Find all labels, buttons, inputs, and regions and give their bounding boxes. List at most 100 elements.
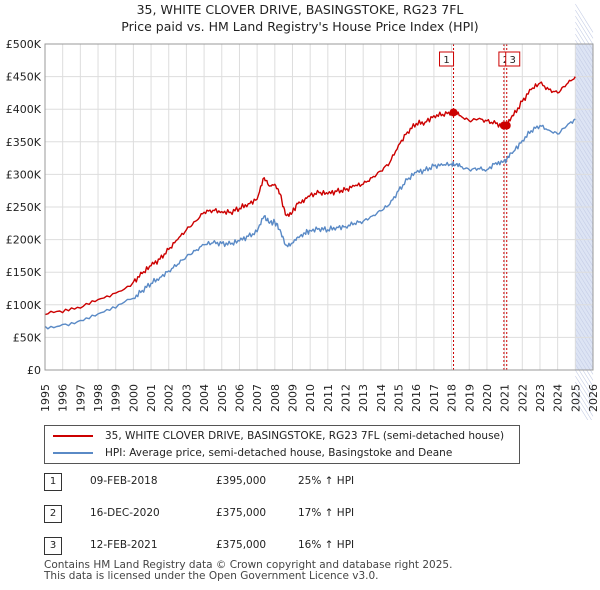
transaction-hpi: 25% ↑ HPI (298, 475, 355, 487)
x-tick-label: 2014 (375, 384, 388, 412)
hatch-line (575, 183, 594, 213)
hatch-line (575, 321, 594, 351)
hatch-line (575, 99, 594, 129)
hatch-line (575, 273, 594, 303)
transaction-price: £375,000 (216, 507, 267, 519)
legend-label-property: 35, WHITE CLOVER DRIVE, BASINGSTOKE, RG2… (105, 430, 505, 442)
hatch-line (575, 219, 594, 249)
hatch-line (575, 333, 594, 363)
property-price-line (44, 76, 576, 316)
hatch-line (575, 87, 594, 117)
hatch-line (575, 177, 594, 207)
hatch-line (575, 285, 594, 315)
label-box-number: 1 (443, 55, 449, 66)
hatch-line (575, 69, 594, 99)
hatch-line (575, 351, 594, 381)
x-tick-label: 2020 (481, 384, 494, 412)
legend-swatch-property (53, 435, 93, 437)
forecast-hatch (575, 3, 594, 420)
x-tick-label: 2015 (393, 384, 406, 412)
hatch-line (575, 75, 594, 105)
y-tick-label: £500K (6, 38, 42, 51)
y-tick-label: £0 (27, 364, 41, 377)
hatch-line (575, 387, 594, 417)
transaction-label-box: 3 (505, 51, 521, 67)
hatch-line (575, 39, 594, 69)
hatch-line (575, 147, 594, 177)
hatch-line (575, 399, 589, 420)
hatch-line (575, 15, 594, 45)
x-tick-label: 2017 (428, 384, 441, 412)
hatch-line (575, 393, 592, 420)
hatch-line (575, 243, 594, 273)
x-tick-label: 2001 (145, 384, 158, 412)
hatch-line (575, 303, 594, 333)
hatch-line (575, 291, 594, 321)
y-tick-label: £250K (6, 201, 42, 214)
hatch-line (575, 153, 594, 183)
hatch-line (575, 51, 594, 81)
hatch-line (575, 375, 594, 405)
x-tick-label: 2010 (304, 384, 317, 412)
x-tick-label: 2007 (251, 384, 264, 412)
transaction-date: 12-FEB-2021 (90, 539, 158, 551)
x-tick-label: 2008 (269, 384, 282, 412)
hatch-line (575, 129, 594, 159)
x-tick-label: 1997 (74, 384, 87, 412)
footer: Contains HM Land Registry data © Crown c… (44, 560, 452, 582)
x-tick-label: 2024 (552, 384, 565, 412)
price-chart: 123 £0£50K£100K£150K£200K£250K£300K£350K… (6, 3, 600, 420)
hatch-line (575, 123, 594, 153)
legend-swatch-hpi (53, 452, 93, 454)
transaction-number: 1 (44, 473, 62, 491)
hatch-line (575, 165, 594, 195)
y-tick-label: £50K (13, 331, 42, 344)
x-tick-label: 2018 (446, 384, 459, 412)
legend-label-hpi: HPI: Average price, semi-detached house,… (105, 447, 453, 459)
transaction-marker (449, 108, 458, 117)
hatch-line (575, 45, 594, 75)
x-tick-label: 2003 (180, 384, 193, 412)
y-tick-label: £300K (6, 168, 42, 181)
x-tick-label: 2016 (410, 384, 423, 412)
hatch-line (575, 255, 594, 285)
y-tick-label: £400K (6, 103, 42, 116)
hpi-line (44, 118, 576, 330)
hatch-line (575, 381, 594, 411)
hatch-line (575, 105, 594, 135)
transaction-number: 3 (44, 537, 62, 555)
hatch-line (575, 327, 594, 357)
hatch-line (575, 189, 594, 219)
x-tick-label: 2012 (340, 384, 353, 412)
hatch-line (575, 213, 594, 243)
x-tick-label: 1996 (57, 384, 70, 412)
footer-copyright: Contains HM Land Registry data © Crown c… (44, 559, 453, 571)
transaction-hpi: 17% ↑ HPI (298, 507, 355, 519)
x-tick-label: 2013 (357, 384, 370, 412)
plot-frame (44, 43, 594, 371)
x-tick-label: 2011 (322, 384, 335, 412)
y-tick-label: £100K (6, 299, 42, 312)
hatch-line (575, 237, 594, 267)
hatch-line (575, 357, 594, 387)
hatch-line (575, 249, 594, 279)
x-tick-label: 2023 (534, 384, 547, 412)
hatch-line (575, 171, 594, 201)
hatch-line (575, 111, 594, 141)
label-box-frame (439, 51, 455, 67)
hatch-line (575, 207, 594, 237)
x-tick-label: 2004 (198, 384, 211, 412)
hatch-line (575, 297, 594, 327)
hatch-line (575, 279, 594, 309)
x-tick-label: 2002 (163, 384, 176, 412)
transaction-price: £395,000 (216, 475, 267, 487)
chart-title-block: 35, WHITE CLOVER DRIVE, BASINGSTOKE, RG2… (0, 1, 600, 35)
hatch-line (575, 231, 594, 261)
hatch-line (575, 141, 594, 171)
transaction-date: 09-FEB-2018 (90, 475, 158, 487)
hatch-line (575, 9, 594, 39)
hatch-line (575, 261, 594, 291)
x-tick-label: 1998 (92, 384, 105, 412)
label-box-frame (505, 51, 521, 67)
y-tick-label: £450K (6, 71, 42, 84)
